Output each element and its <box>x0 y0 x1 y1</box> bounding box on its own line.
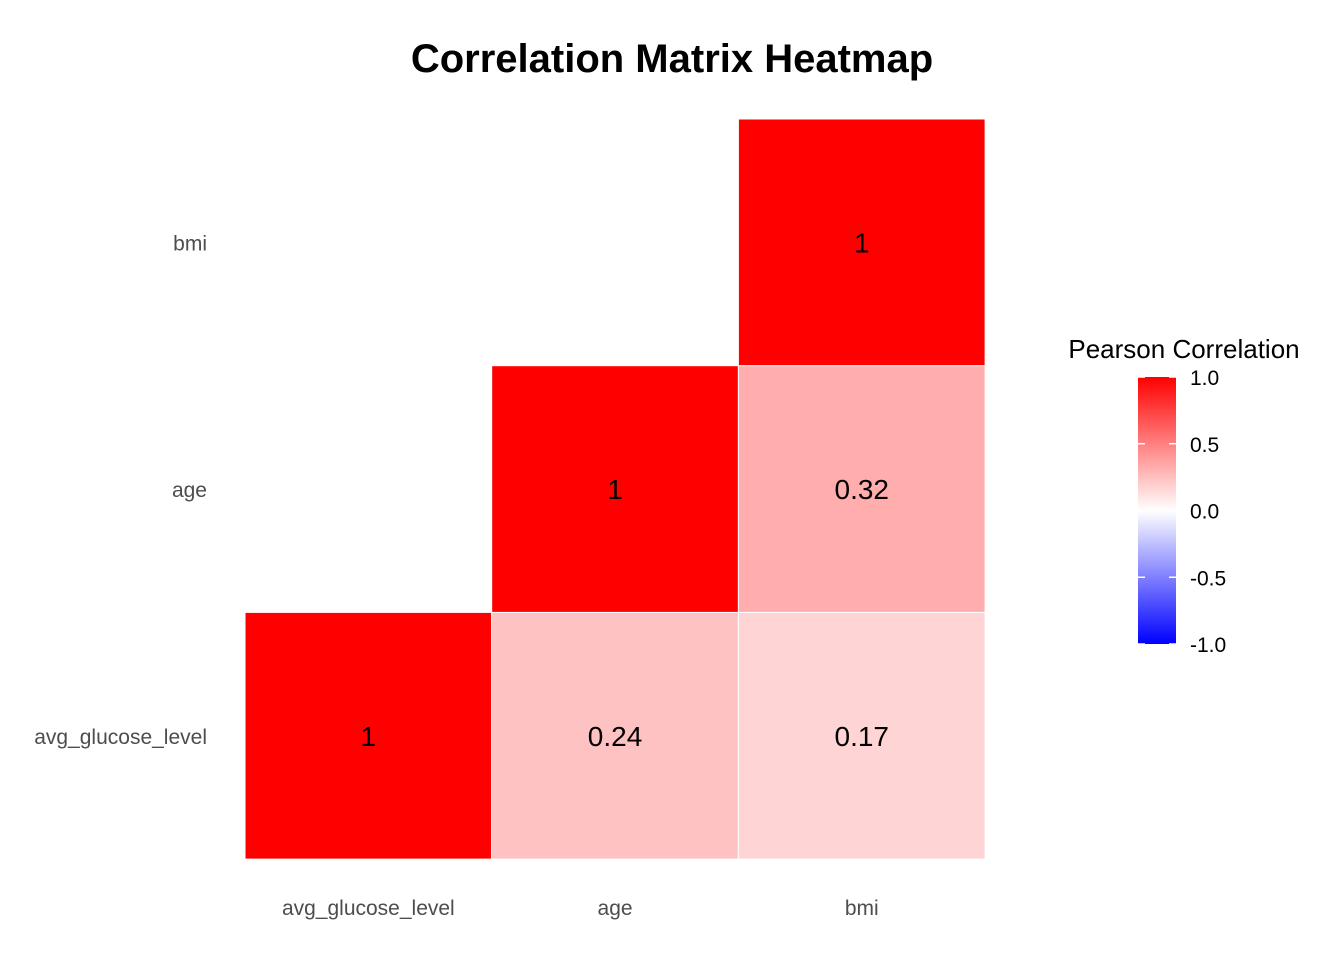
legend-tick-label: -1.0 <box>1190 634 1226 657</box>
heatmap-cells: 1 0.24 0.17 1 0.32 1 <box>244 118 986 860</box>
legend-tick-label: 0.5 <box>1190 434 1219 457</box>
y-axis-ticks: avg_glucose_level age bmi <box>34 232 207 748</box>
legend-ticks: 1.0 0.5 0.0 -0.5 -1.0 <box>1138 367 1226 657</box>
heatmap-cell-avg_glucose_level-avg_glucose_level <box>244 611 493 860</box>
cell-value-label: 1 <box>361 721 377 752</box>
cell-value-label: 0.24 <box>588 721 643 752</box>
cell-value-label: 0.17 <box>835 721 890 752</box>
legend-tick-label: 1.0 <box>1190 367 1219 390</box>
legend-tick-label: 0.0 <box>1190 501 1219 524</box>
x-tick-label: age <box>598 897 633 920</box>
legend-tick-label: -0.5 <box>1190 567 1226 590</box>
y-tick-label: age <box>172 479 207 502</box>
y-tick-label: avg_glucose_level <box>34 726 207 749</box>
heatmap-cell-age-age <box>491 365 739 613</box>
legend-title: Pearson Correlation <box>1068 334 1299 364</box>
y-tick-label: bmi <box>173 232 207 255</box>
x-tick-label: bmi <box>845 897 879 920</box>
chart-title: Correlation Matrix Heatmap <box>411 37 933 81</box>
x-tick-label: avg_glucose_level <box>282 897 455 920</box>
x-axis-ticks: avg_glucose_level age bmi <box>282 897 879 920</box>
cell-value-label: 0.32 <box>835 474 890 505</box>
heatmap-cell-bmi-age <box>737 365 986 613</box>
heatmap-cell-bmi-bmi <box>737 118 986 367</box>
cell-value-label: 1 <box>607 474 623 505</box>
cell-value-label: 1 <box>854 227 870 258</box>
legend: Pearson Correlation 1.0 0.5 0.0 -0.5 -1.0 <box>1068 334 1299 657</box>
heatmap-cell-age-avg_glucose_level <box>491 611 739 860</box>
